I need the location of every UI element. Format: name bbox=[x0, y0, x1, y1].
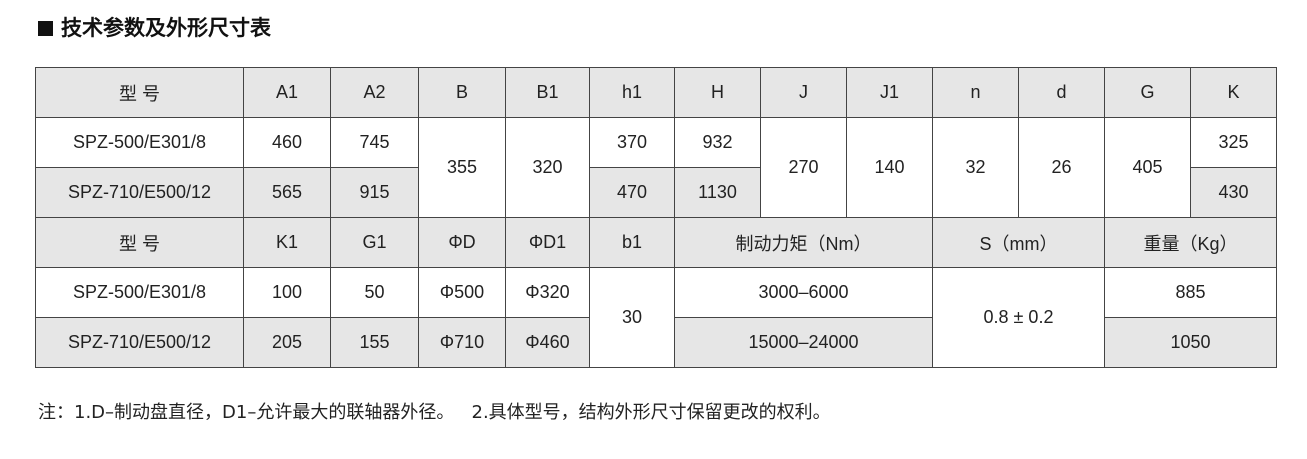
cell-a2: 745 bbox=[330, 117, 419, 168]
header-cell: J1 bbox=[846, 67, 933, 118]
cell-phi-d: Φ710 bbox=[418, 317, 506, 368]
cell-k1: 100 bbox=[243, 267, 331, 318]
cell-a1: 565 bbox=[243, 167, 331, 218]
cell-torque: 15000–24000 bbox=[674, 317, 933, 368]
header-cell: A2 bbox=[330, 67, 419, 118]
header-cell: B bbox=[418, 67, 506, 118]
cell-g1: 50 bbox=[330, 267, 419, 318]
cell-h1: 470 bbox=[589, 167, 675, 218]
header-cell: h1 bbox=[589, 67, 675, 118]
cell-k1: 205 bbox=[243, 317, 331, 368]
header-cell: ΦD1 bbox=[505, 217, 590, 268]
cell-s: 0.8 ± 0.2 bbox=[932, 267, 1105, 368]
cell-j1: 140 bbox=[846, 117, 933, 218]
model-cell: SPZ-710/E500/12 bbox=[35, 167, 244, 218]
cell-j: 270 bbox=[760, 117, 847, 218]
header-cell: G1 bbox=[330, 217, 419, 268]
spec-table: 型 号 A1 A2 B B1 h1 H J J1 n d G K SPZ-500… bbox=[35, 67, 1277, 368]
model-cell: SPZ-710/E500/12 bbox=[35, 317, 244, 368]
header-cell: ΦD bbox=[418, 217, 506, 268]
cell-weight: 1050 bbox=[1104, 317, 1277, 368]
section-title-text: 技术参数及外形尺寸表 bbox=[61, 16, 271, 40]
cell-b1: 320 bbox=[505, 117, 590, 218]
footnote: 注：1.D–制动盘直径，D1–允许最大的联轴器外径。 2.具体型号，结构外形尺寸… bbox=[38, 402, 831, 423]
header-cell: b1 bbox=[589, 217, 675, 268]
cell-n: 32 bbox=[932, 117, 1019, 218]
cell-k: 430 bbox=[1190, 167, 1277, 218]
cell-a2: 915 bbox=[330, 167, 419, 218]
header-cell: n bbox=[932, 67, 1019, 118]
model-cell: SPZ-500/E301/8 bbox=[35, 117, 244, 168]
header-cell: J bbox=[760, 67, 847, 118]
header-cell: K bbox=[1190, 67, 1277, 118]
model-cell: SPZ-500/E301/8 bbox=[35, 267, 244, 318]
header-cell: A1 bbox=[243, 67, 331, 118]
header-cell: K1 bbox=[243, 217, 331, 268]
cell-phi-d1: Φ460 bbox=[505, 317, 590, 368]
cell-b: 355 bbox=[418, 117, 506, 218]
header-cell: 型 号 bbox=[35, 217, 244, 268]
table-row: SPZ-710/E500/12 565 915 470 1130 430 bbox=[35, 167, 1277, 218]
cell-phi-d: Φ500 bbox=[418, 267, 506, 318]
cell-d: 26 bbox=[1018, 117, 1105, 218]
cell-h1: 370 bbox=[589, 117, 675, 168]
header-cell: 制动力矩（Nm） bbox=[674, 217, 933, 268]
table-row: SPZ-500/E301/8 460 745 355 320 370 932 2… bbox=[35, 117, 1277, 218]
header-cell: G bbox=[1104, 67, 1191, 118]
cell-a1: 460 bbox=[243, 117, 331, 168]
square-bullet-icon bbox=[38, 21, 53, 36]
table-row: SPZ-710/E500/12 205 155 Φ710 Φ460 15000–… bbox=[35, 317, 1277, 368]
header-cell: 重量（Kg） bbox=[1104, 217, 1277, 268]
cell-g1: 155 bbox=[330, 317, 419, 368]
section-title: 技术参数及外形尺寸表 bbox=[38, 12, 271, 42]
header-row-2: 型 号 K1 G1 ΦD ΦD1 b1 制动力矩（Nm） S（mm） 重量（Kg… bbox=[35, 217, 1277, 268]
cell-b1: 30 bbox=[589, 267, 675, 368]
cell-h: 932 bbox=[674, 117, 761, 168]
cell-k: 325 bbox=[1190, 117, 1277, 168]
header-cell: d bbox=[1018, 67, 1105, 118]
cell-weight: 885 bbox=[1104, 267, 1277, 318]
header-cell: H bbox=[674, 67, 761, 118]
table-row: SPZ-500/E301/8 100 50 Φ500 Φ320 30 3000–… bbox=[35, 267, 1277, 368]
cell-phi-d1: Φ320 bbox=[505, 267, 590, 318]
cell-torque: 3000–6000 bbox=[674, 267, 933, 318]
header-row-1: 型 号 A1 A2 B B1 h1 H J J1 n d G K bbox=[35, 67, 1277, 118]
cell-g: 405 bbox=[1104, 117, 1191, 218]
header-cell: B1 bbox=[505, 67, 590, 118]
cell-h: 1130 bbox=[674, 167, 761, 218]
header-cell: 型 号 bbox=[35, 67, 244, 118]
header-cell: S（mm） bbox=[932, 217, 1105, 268]
